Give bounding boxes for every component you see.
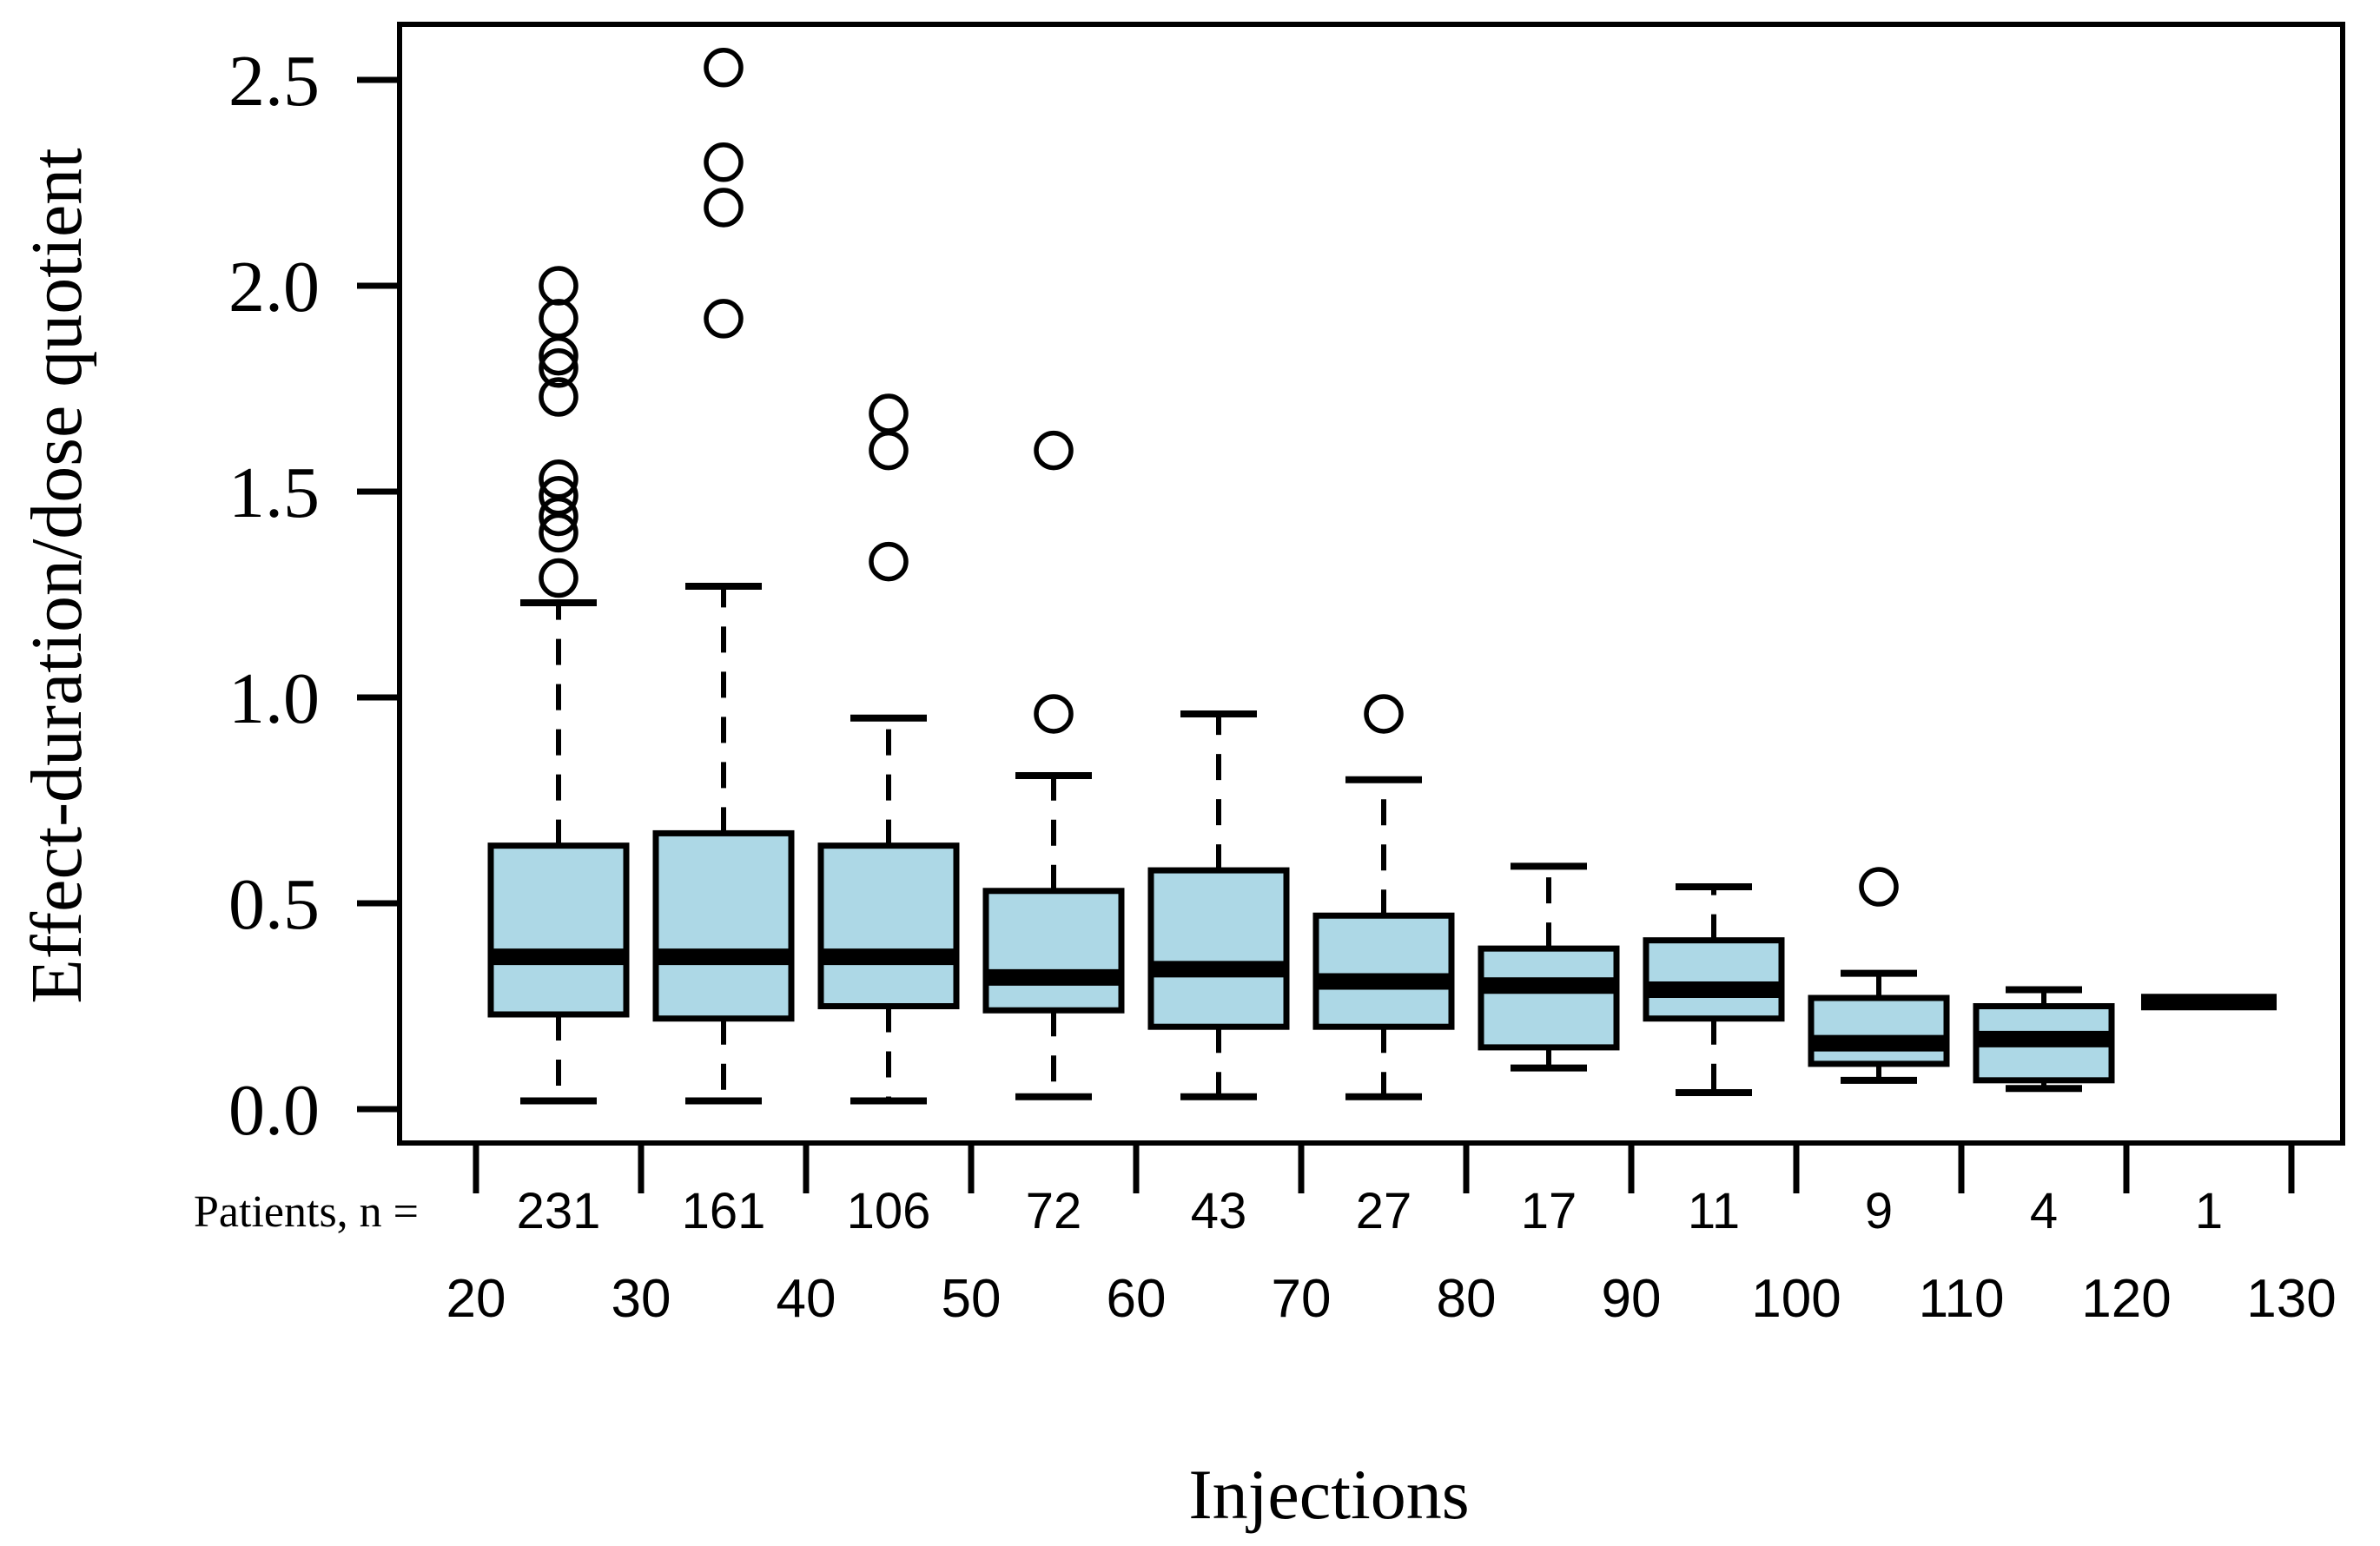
- patient-count: 106: [847, 1183, 931, 1239]
- outlier-point: [704, 142, 744, 182]
- y-tick-label: 0.5: [228, 864, 320, 945]
- iqr-box: [652, 829, 795, 1022]
- plot-frame: [397, 22, 2345, 1146]
- iqr-box: [1643, 937, 1785, 1022]
- x-tick-label: 50: [942, 1269, 1002, 1329]
- patient-count: 27: [1356, 1183, 1412, 1239]
- outlier-point: [869, 393, 909, 433]
- x-tick-label: 120: [2081, 1269, 2171, 1329]
- iqr-box: [1808, 994, 1950, 1067]
- y-tick-label: 2.5: [228, 41, 320, 122]
- boxplot-group: [982, 430, 1125, 1100]
- boxplot-group: [817, 393, 960, 1105]
- boxplot-group: [652, 48, 795, 1105]
- patient-count: 11: [1688, 1183, 1740, 1239]
- patient-count: 4: [2030, 1183, 2058, 1239]
- x-axis-title: Injections: [1188, 1455, 1469, 1534]
- outlier-point: [1034, 694, 1074, 734]
- x-tick-label: 80: [1437, 1269, 1497, 1329]
- patient-count: 72: [1026, 1183, 1082, 1239]
- outlier-point: [869, 541, 909, 582]
- x-tick-label: 30: [612, 1269, 671, 1329]
- outlier-point: [539, 335, 578, 376]
- boxplot-group: [487, 266, 630, 1105]
- outlier-point: [539, 558, 578, 598]
- iqr-box: [1478, 945, 1620, 1051]
- y-tick-label: 2.0: [228, 247, 320, 327]
- boxplot-group: [1808, 867, 1950, 1084]
- outlier-point: [539, 299, 578, 339]
- patient-count: 43: [1191, 1183, 1247, 1239]
- patient-count: 161: [682, 1183, 766, 1239]
- x-tick-label: 130: [2246, 1269, 2336, 1329]
- x-tick-label: 90: [1602, 1269, 1662, 1329]
- outlier-point: [539, 348, 578, 388]
- y-tick-label: 1.0: [228, 658, 320, 739]
- x-tick-label: 60: [1107, 1269, 1167, 1329]
- iqr-box: [982, 888, 1125, 1014]
- boxplot-group: [1643, 883, 1785, 1097]
- x-tick-label: 70: [1272, 1269, 1332, 1329]
- y-axis-title: Effect-duration/dose quotient: [17, 148, 97, 1003]
- outlier-point: [1859, 867, 1899, 907]
- chart-plot-area: 0.00.51.01.52.02.520 30 40 50 60 70 80 90 100 110…: [228, 22, 2345, 1329]
- patient-count: 1: [2195, 1183, 2223, 1239]
- patient-count: 17: [1521, 1183, 1577, 1239]
- x-tick-label: 20: [446, 1269, 506, 1329]
- x-tick-label: 40: [777, 1269, 836, 1329]
- outlier-point: [704, 48, 744, 88]
- iqr-box: [1147, 867, 1290, 1030]
- outlier-point: [539, 377, 578, 417]
- boxplot-group: [1147, 710, 1290, 1100]
- iqr-box: [1312, 912, 1455, 1030]
- iqr-box: [487, 842, 630, 1018]
- y-tick-label: 0.0: [228, 1070, 320, 1151]
- boxplot-group: [1973, 986, 2115, 1093]
- outlier-point: [1364, 694, 1404, 734]
- x-tick-label: 110: [1919, 1269, 2005, 1329]
- x-tick-label: 100: [1751, 1269, 1841, 1329]
- outlier-point: [704, 188, 744, 228]
- outlier-point: [704, 299, 744, 339]
- boxplot-group: [1312, 694, 1455, 1100]
- iqr-box: [817, 842, 960, 1010]
- outlier-point: [539, 496, 578, 537]
- outlier-point: [539, 266, 578, 306]
- patients-row-label: Patients, n =: [194, 1187, 419, 1237]
- outlier-point: [1034, 430, 1074, 471]
- outlier-point: [539, 512, 578, 553]
- patient-count: 231: [517, 1183, 601, 1239]
- outlier-point: [869, 430, 909, 471]
- boxplot-group: [1478, 862, 1620, 1072]
- patient-count: 9: [1865, 1183, 1893, 1239]
- y-tick-label: 1.5: [228, 453, 320, 533]
